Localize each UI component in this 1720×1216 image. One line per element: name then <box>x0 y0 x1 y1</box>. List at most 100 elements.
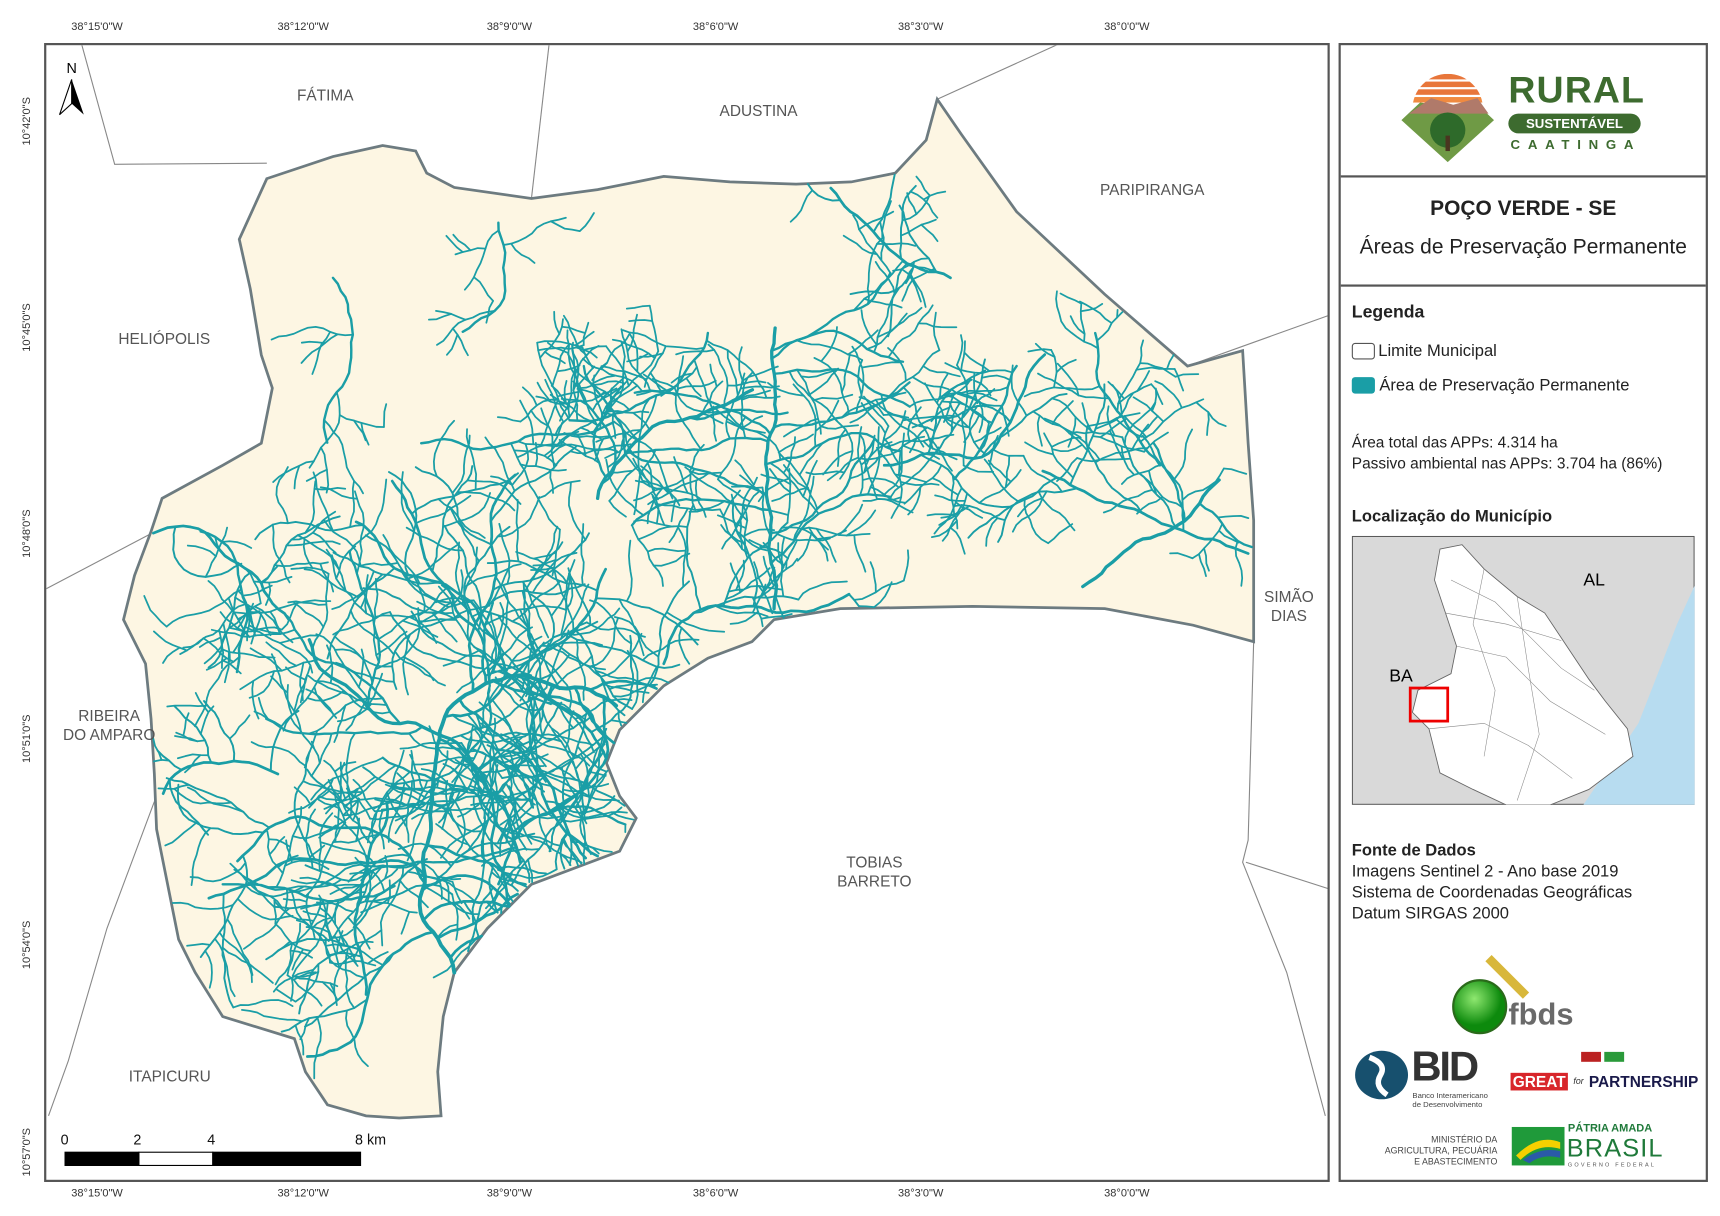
river-segment <box>285 666 307 681</box>
river-segment <box>887 262 909 338</box>
river-segment <box>888 349 941 398</box>
river-segment <box>451 881 463 905</box>
river-segment <box>861 477 900 489</box>
river-segment <box>576 388 600 398</box>
river-segment <box>291 948 305 971</box>
river-segment <box>291 824 337 839</box>
river-segment <box>1036 414 1043 447</box>
river-segment <box>780 536 786 569</box>
river-segment <box>274 922 312 952</box>
inset-label-al: AL <box>1583 569 1605 589</box>
river-segment <box>862 496 903 502</box>
river-segment <box>813 393 854 401</box>
river-segment <box>943 392 956 423</box>
river-segment <box>608 469 634 474</box>
river-segment <box>461 221 507 333</box>
river-segment <box>579 816 592 856</box>
river-segment <box>1181 467 1225 501</box>
river-segment <box>315 633 370 701</box>
river-segment <box>272 460 315 483</box>
river-segment <box>290 977 294 1002</box>
river-segment <box>1093 331 1162 467</box>
scale-label: 4 <box>207 1131 216 1148</box>
river-segment <box>484 436 516 492</box>
river-segment <box>595 429 642 443</box>
river-segment <box>895 473 928 483</box>
river-segment <box>694 479 707 518</box>
river-segment <box>435 597 475 604</box>
river-segment <box>902 444 940 460</box>
river-segment <box>484 604 567 626</box>
river-segment <box>300 340 326 345</box>
river-segment <box>437 923 459 938</box>
river-segment <box>987 459 1012 483</box>
river-segment <box>926 513 960 517</box>
river-segment <box>525 653 571 698</box>
river-segment <box>633 519 689 528</box>
map-frame[interactable]: N FÁTIMA ADUSTINA PARIPIRANGA HELIÓPOLIS SIM… <box>44 43 1330 1182</box>
river-segment <box>356 883 454 905</box>
longitude-label: 38°12'0"W <box>277 1187 329 1200</box>
river-segment <box>285 540 341 547</box>
river-segment <box>762 541 786 567</box>
river-segment <box>352 778 376 813</box>
river-segment <box>582 321 590 346</box>
river-segment <box>637 525 676 541</box>
river-segment <box>512 753 549 771</box>
location-inset-map[interactable]: AL BA <box>1351 535 1695 805</box>
river-segment <box>1218 529 1240 544</box>
river-segment <box>384 855 389 880</box>
river-segment <box>198 636 222 648</box>
river-segment <box>900 268 922 303</box>
river-segment <box>985 517 999 547</box>
river-segment <box>863 395 890 428</box>
neighbor-municipality-label: SIMÃO DIAS <box>1264 587 1314 625</box>
river-segment <box>333 704 347 743</box>
river-segment <box>648 580 690 687</box>
longitude-label: 38°3'0"W <box>897 1187 944 1200</box>
river-segment <box>1050 349 1058 389</box>
river-segment <box>323 518 362 568</box>
river-segment <box>646 547 687 553</box>
river-segment <box>166 704 207 708</box>
brasil-text: BRASIL <box>1566 1133 1664 1163</box>
river-segment <box>435 310 467 321</box>
river-segment <box>632 411 651 431</box>
river-segment <box>246 599 332 614</box>
river-segment <box>608 464 640 502</box>
river-segment <box>511 641 545 662</box>
river-segment <box>408 615 438 644</box>
river-segment <box>304 480 317 534</box>
river-segment <box>857 359 864 399</box>
river-segment <box>310 733 333 778</box>
source-line: Datum SIRGAS 2000 <box>1351 904 1509 923</box>
river-segment <box>428 725 472 766</box>
river-segment <box>364 868 399 903</box>
river-segment <box>608 676 670 691</box>
river-segment <box>1027 348 1053 353</box>
river-segment <box>310 756 384 801</box>
river-segment <box>906 192 918 216</box>
scale-bar <box>64 1151 362 1166</box>
river-segment <box>173 705 213 764</box>
river-segment <box>1198 502 1253 549</box>
river-segment <box>463 525 511 625</box>
river-segment <box>539 318 564 359</box>
river-segment <box>220 540 253 549</box>
app-rivers <box>143 173 1253 1080</box>
river-segment <box>902 414 958 422</box>
river-segment <box>842 234 878 256</box>
river-segment <box>260 565 279 584</box>
river-segment <box>849 401 884 424</box>
river-segment <box>536 341 571 422</box>
river-segment <box>329 982 338 1007</box>
river-segment <box>250 613 262 645</box>
river-segment <box>164 821 198 847</box>
river-segment <box>565 607 621 636</box>
river-segment <box>1051 397 1094 433</box>
river-segment <box>386 879 391 905</box>
river-segment <box>757 585 774 615</box>
river-segment <box>903 464 943 505</box>
longitude-label: 38°12'0"W <box>277 20 329 34</box>
river-segment <box>271 523 291 584</box>
